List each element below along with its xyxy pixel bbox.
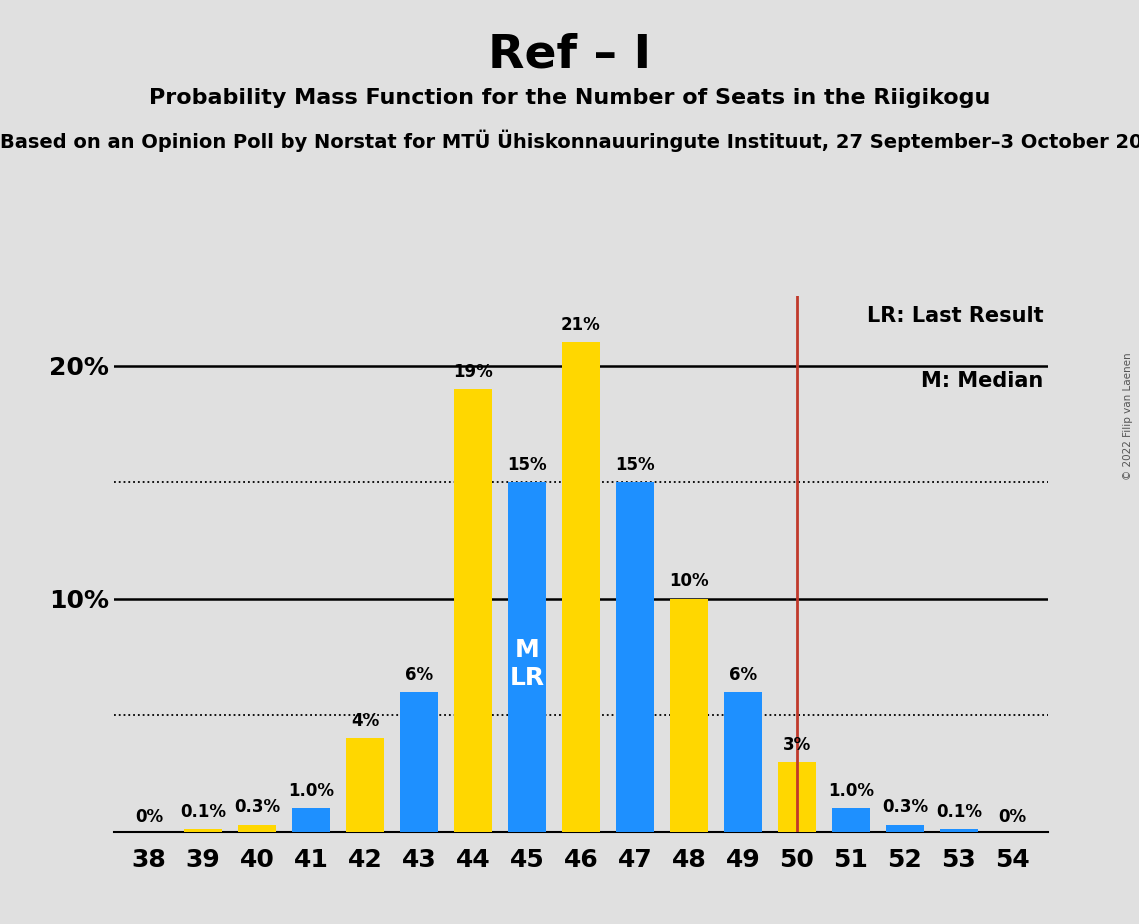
- Bar: [185, 829, 222, 832]
- Bar: [724, 692, 762, 832]
- Bar: [454, 389, 492, 832]
- Text: 1.0%: 1.0%: [288, 782, 334, 800]
- Text: 10%: 10%: [669, 573, 708, 590]
- Bar: [670, 599, 707, 832]
- Text: LR: Last Result: LR: Last Result: [867, 307, 1043, 326]
- Bar: [616, 482, 654, 832]
- Text: 15%: 15%: [615, 456, 655, 474]
- Bar: [508, 482, 546, 832]
- Bar: [346, 738, 384, 832]
- Text: 0.3%: 0.3%: [233, 798, 280, 817]
- Text: 21%: 21%: [562, 316, 600, 334]
- Text: Ref – I: Ref – I: [487, 32, 652, 78]
- Bar: [292, 808, 330, 832]
- Bar: [940, 829, 977, 832]
- Text: Probability Mass Function for the Number of Seats in the Riigikogu: Probability Mass Function for the Number…: [149, 88, 990, 108]
- Text: 15%: 15%: [507, 456, 547, 474]
- Bar: [831, 808, 870, 832]
- Text: © 2022 Filip van Laenen: © 2022 Filip van Laenen: [1123, 352, 1133, 480]
- Bar: [886, 824, 924, 832]
- Text: M
LR: M LR: [509, 638, 544, 689]
- Bar: [400, 692, 437, 832]
- Text: 0.1%: 0.1%: [936, 803, 982, 821]
- Text: 19%: 19%: [453, 363, 493, 381]
- Text: M: Median: M: Median: [921, 371, 1043, 391]
- Bar: [238, 824, 276, 832]
- Text: 6%: 6%: [729, 665, 757, 684]
- Text: 0%: 0%: [999, 808, 1027, 826]
- Text: Based on an Opinion Poll by Norstat for MTÜ Ühiskonnauuringute Instituut, 27 Sep: Based on an Opinion Poll by Norstat for …: [0, 129, 1139, 152]
- Bar: [562, 342, 600, 832]
- Text: 0.1%: 0.1%: [180, 803, 226, 821]
- Text: 6%: 6%: [404, 665, 433, 684]
- Text: 4%: 4%: [351, 712, 379, 730]
- Bar: [778, 761, 816, 832]
- Text: 0%: 0%: [134, 808, 163, 826]
- Text: 3%: 3%: [782, 736, 811, 754]
- Text: 0.3%: 0.3%: [882, 798, 928, 817]
- Text: 1.0%: 1.0%: [828, 782, 874, 800]
